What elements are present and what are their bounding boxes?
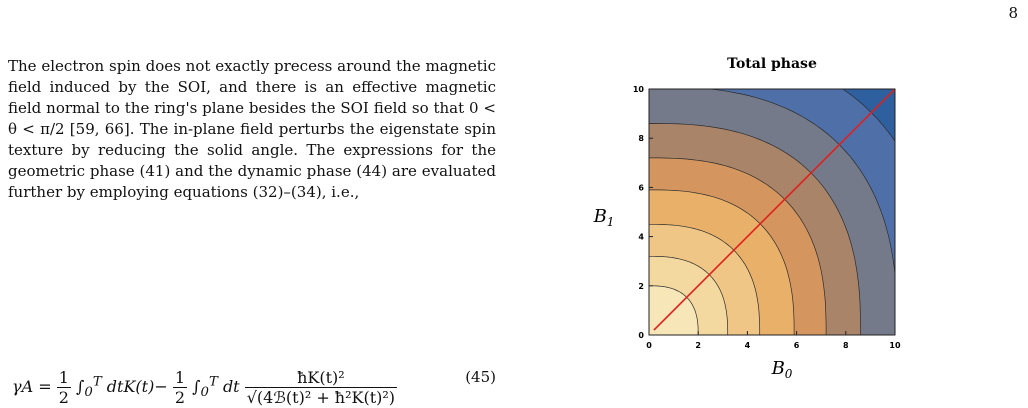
y-tick-label: 10 <box>633 85 645 94</box>
plot-frame <box>648 88 896 336</box>
x-tick-label: 4 <box>745 341 751 350</box>
chart-title: Total phase <box>727 56 817 72</box>
y-tick-label: 6 <box>638 183 644 192</box>
integral-sign: ∫0T <box>75 374 102 401</box>
equation-number: (45) <box>465 368 496 386</box>
equation-term2: dt <box>222 377 240 396</box>
x-axis-label: B0 <box>771 358 793 380</box>
body-paragraph: The electron spin does not exactly prece… <box>8 57 496 201</box>
equation-lhs: γA = <box>12 377 57 396</box>
equation-term1: dtK(t)− <box>106 377 168 396</box>
diagonal-line <box>653 89 895 331</box>
x-tick-label: 6 <box>794 341 800 350</box>
integral-sign-2: ∫0T <box>192 374 218 401</box>
y-axis-label: B1 <box>593 206 615 229</box>
x-axis-ticks: 0 2 4 6 8 10 <box>646 331 901 350</box>
page-number: 8 <box>1008 4 1018 22</box>
x-tick-label: 8 <box>843 341 849 350</box>
y-tick-label: 2 <box>638 282 644 291</box>
x-tick-label: 0 <box>646 341 652 350</box>
x-tick-label: 2 <box>695 341 701 350</box>
y-tick-label: 4 <box>638 233 644 242</box>
x-tick-label: 10 <box>889 341 901 350</box>
contour-bands <box>649 89 895 335</box>
fraction-main: ħK(t)² √(4ℬ(t)² + ħ²K(t)²) <box>244 368 398 407</box>
y-tick-label: 0 <box>638 331 644 340</box>
y-axis-ticks: 0 2 4 6 8 10 <box>633 85 653 340</box>
y-tick-label: 8 <box>638 134 644 143</box>
